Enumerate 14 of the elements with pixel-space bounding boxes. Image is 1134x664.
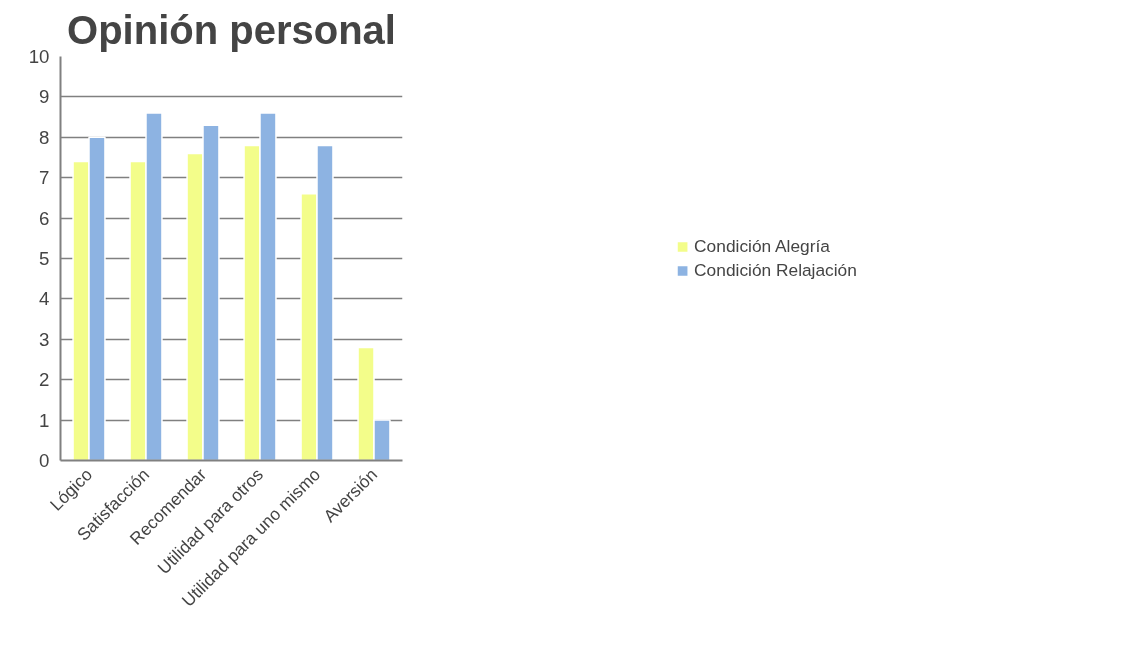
y-tick-label: 9	[39, 86, 50, 108]
y-tick-label: 10	[28, 46, 50, 67]
y-tick-label: 3	[39, 328, 50, 350]
y-tick-label: 6	[39, 207, 50, 229]
y-tick-label: 0	[39, 450, 50, 471]
y-tick-label: 2	[39, 369, 50, 391]
y-tick-label: 7	[39, 167, 50, 189]
y-tick-label: 4	[39, 288, 50, 310]
chart-title: Opinión personal	[67, 7, 396, 52]
y-tick-label: 8	[39, 126, 50, 148]
y-tick-label: 1	[39, 409, 50, 431]
legend-label: Condición Relajación	[694, 259, 857, 281]
y-tick-label: 5	[39, 248, 50, 269]
legend-label: Condición Alegría	[694, 235, 830, 257]
